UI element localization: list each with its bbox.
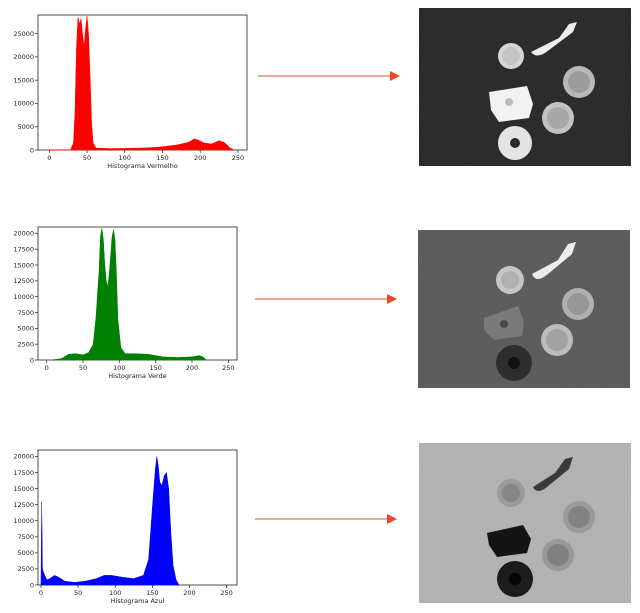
green-channel-photo <box>418 230 630 388</box>
histogram-area-red <box>49 15 235 151</box>
y-tick-label-blue: 5000 <box>17 549 34 557</box>
x-tick-label-red: 150 <box>156 154 168 162</box>
y-tick-label-green: 10000 <box>13 293 34 301</box>
red-channel-photo <box>419 8 631 166</box>
blue-channel-photo <box>419 443 631 603</box>
plot-frame-green <box>37 226 238 361</box>
y-tick-label-blue: 2500 <box>17 565 34 573</box>
y-tick-label-blue: 15000 <box>13 485 34 493</box>
plot-frame-blue <box>37 449 238 586</box>
histogram-green: 0 50 100 150 200 2500250050007500100001250015… <box>13 226 238 380</box>
y-tick-label-blue: 0 <box>30 581 34 589</box>
x-tick-label-red: 100 <box>119 154 131 162</box>
y-tick-label-green: 17500 <box>13 245 34 253</box>
y-tick-label-blue: 10000 <box>13 517 34 525</box>
y-tick-label-green: 5000 <box>17 325 34 333</box>
y-tick-label-blue: 12500 <box>13 501 34 509</box>
y-tick-label-blue: 17500 <box>13 469 34 477</box>
x-tick-label-green: 0 <box>45 364 49 372</box>
x-tick-label-green: 50 <box>79 364 87 372</box>
x-tick-label-green: 200 <box>186 364 198 372</box>
histogram-area-blue <box>40 456 180 586</box>
x-tick-label-blue: 0 <box>39 589 43 597</box>
y-tick-label-red: 5000 <box>17 123 34 131</box>
y-tick-label-red: 25000 <box>13 30 34 38</box>
y-tick-label-green: 15000 <box>13 261 34 269</box>
x-tick-label-red: 200 <box>194 154 206 162</box>
y-tick-label-red: 10000 <box>13 100 34 108</box>
y-tick-label-blue: 20000 <box>13 453 34 461</box>
x-tick-label-blue: 200 <box>183 589 195 597</box>
x-tick-label-red: 0 <box>47 154 51 162</box>
y-tick-label-red: 0 <box>30 146 34 154</box>
y-tick-label-green: 20000 <box>13 230 34 238</box>
x-tick-label-green: 150 <box>149 364 161 372</box>
y-tick-label-green: 12500 <box>13 277 34 285</box>
x-axis-title-green: Histograma Verde <box>108 372 166 380</box>
x-axis-title-blue: Histograma Azul <box>111 597 165 605</box>
x-tick-label-green: 250 <box>222 364 234 372</box>
y-tick-label-red: 15000 <box>13 76 34 84</box>
histogram-red: 0 50 100 150 200 250 0 5000 10000 15000 20000 25000… <box>13 14 248 170</box>
y-tick-label-green: 0 <box>30 356 34 364</box>
histogram-charts: 0 50 100 150 200 2500500010000150002000025000… <box>13 14 248 605</box>
x-tick-label-red: 250 <box>232 154 244 162</box>
y-tick-label-red: 20000 <box>13 53 34 61</box>
y-tick-label-green: 7500 <box>17 309 34 317</box>
x-tick-label-green: 100 <box>113 364 125 372</box>
x-tick-label-blue: 150 <box>146 589 158 597</box>
histogram-area-green <box>46 228 208 361</box>
x-tick-label-blue: 50 <box>74 589 82 597</box>
x-tick-label-red: 50 <box>83 154 91 162</box>
x-tick-label-blue: 100 <box>109 589 121 597</box>
plot-frame-red <box>37 14 248 151</box>
x-axis-title-red: Histograma Vermelho <box>107 162 178 170</box>
y-tick-label-blue: 7500 <box>17 533 34 541</box>
histogram-blue: 0 50 100 150 200 2500250050007500100001250015… <box>13 449 238 605</box>
y-tick-label-green: 2500 <box>17 340 34 348</box>
x-tick-label-blue: 250 <box>220 589 232 597</box>
